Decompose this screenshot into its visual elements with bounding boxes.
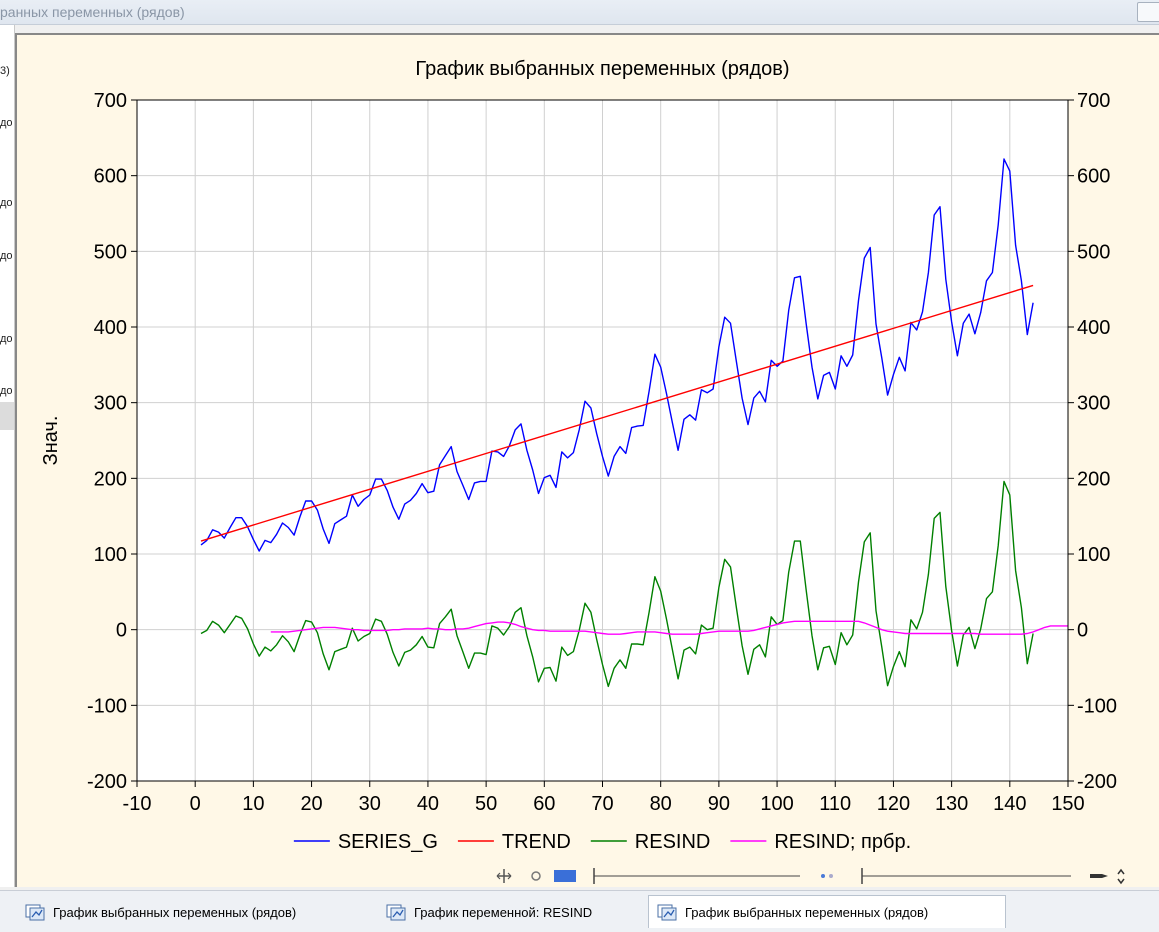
left-panel-text: до: [0, 385, 13, 397]
y-tick-label: -200: [87, 771, 127, 793]
chart-window-icon: [386, 904, 406, 921]
x-tick-label: 80: [650, 793, 672, 815]
y-tick-label-right: 200: [1077, 468, 1110, 490]
y-tick-label: 700: [94, 90, 127, 112]
left-panel-text: до: [0, 250, 13, 262]
color-swatch[interactable]: [554, 870, 576, 882]
x-tick-label: 90: [708, 793, 730, 815]
plot-border: [136, 99, 1069, 782]
taskbar-tab-active[interactable]: График выбранных переменных (рядов): [648, 895, 1006, 928]
x-tick-label: 130: [935, 793, 968, 815]
x-tick-label: 50: [475, 793, 497, 815]
x-tick-label: 30: [359, 793, 381, 815]
y-tick-label-right: 500: [1077, 241, 1110, 263]
x-tick-label: 60: [533, 793, 555, 815]
left-panel-text: до: [0, 117, 13, 129]
x-tick-label: 140: [993, 793, 1026, 815]
x-tick-label: 20: [300, 793, 322, 815]
x-tick-label: 40: [417, 793, 439, 815]
y-tick-label: 400: [94, 317, 127, 339]
x-tick-label: 70: [591, 793, 613, 815]
window-titlebar: ранных переменных (рядов): [0, 0, 1159, 25]
x-tick-label: 150: [1051, 793, 1084, 815]
legend-label: RESIND; прбр.: [774, 831, 911, 853]
pan-icon[interactable]: [496, 869, 512, 883]
y-tick-label-right: 0: [1077, 620, 1088, 642]
slider-dots: [821, 874, 833, 878]
y-tick-label: 200: [94, 468, 127, 490]
x-tick-label: 0: [190, 793, 201, 815]
left-panel-text: до: [0, 333, 13, 345]
zoom-reset-icon[interactable]: [531, 871, 541, 881]
left-panel-text: до: [0, 197, 13, 209]
y-tick-label-right: -200: [1077, 771, 1117, 793]
y-tick-label: -100: [87, 695, 127, 717]
y-tick-label-right: 700: [1077, 90, 1110, 112]
series-line-resind[interactable]: [200, 480, 1034, 688]
chart-window-icon: [657, 904, 677, 921]
y-tick-label-right: 600: [1077, 166, 1110, 188]
x-tick-label: 110: [819, 793, 851, 815]
y-tick-label: 0: [116, 620, 127, 642]
chart[interactable]: -10 0 10 20 30 40 50 60 70 80 90 100 110 120 130 140 150…: [17, 35, 1159, 887]
chart-toolbar: [496, 868, 1125, 885]
series-line-resind-прбр-[interactable]: [270, 620, 1068, 635]
chart-window-icon: [25, 904, 45, 921]
chevron-up-down-icon[interactable]: [1117, 868, 1125, 885]
y-tick-label: 100: [94, 544, 127, 566]
legend-label: SERIES_G: [338, 831, 438, 853]
chart-frame: -10 0 10 20 30 40 50 60 70 80 90 100 110 120 130 140 150…: [15, 33, 1159, 887]
tab-label: График выбранных переменных (рядов): [53, 904, 297, 920]
taskbar-tab[interactable]: График переменной: RESIND: [378, 897, 644, 927]
y-axis-label: Знач.: [40, 416, 62, 466]
window-title: ранных переменных (рядов): [0, 4, 185, 20]
legend-label: RESIND: [635, 831, 711, 853]
zoom-slider[interactable]: [861, 868, 1071, 884]
x-tick-label: 10: [242, 793, 264, 815]
legend-label: TREND: [502, 831, 571, 853]
taskbar-tab[interactable]: График выбранных переменных (рядов): [17, 897, 372, 927]
y-tick-label-right: -100: [1077, 695, 1117, 717]
y-tick-label: 500: [94, 241, 127, 263]
y-tick-label-right: 100: [1077, 544, 1110, 566]
y-tick-label-right: 300: [1077, 393, 1110, 415]
tab-label: График переменной: RESIND: [414, 904, 593, 920]
series-line-series-g[interactable]: [200, 158, 1034, 552]
x-tick-label: 100: [760, 793, 793, 815]
x-tick-label: -10: [123, 793, 152, 815]
titlebar-button[interactable]: [1137, 2, 1159, 22]
window-tab-bar: График выбранных переменных (рядов) Граф…: [0, 890, 1159, 932]
zoom-handle-icon[interactable]: [1090, 874, 1108, 878]
x-tick-label: 120: [877, 793, 910, 815]
left-panel-selection[interactable]: [0, 402, 14, 430]
chart-title: График выбранных переменных (рядов): [415, 58, 789, 80]
y-tick-label-right: 400: [1077, 317, 1110, 339]
left-panel: 3) до до до до до: [0, 25, 15, 887]
y-tick-label: 300: [94, 393, 127, 415]
horizontal-slider[interactable]: [593, 868, 800, 884]
series-line-trend[interactable]: [200, 284, 1034, 542]
y-tick-label: 600: [94, 166, 127, 188]
tab-label: График выбранных переменных (рядов): [685, 904, 929, 920]
left-panel-text: 3): [0, 65, 10, 77]
